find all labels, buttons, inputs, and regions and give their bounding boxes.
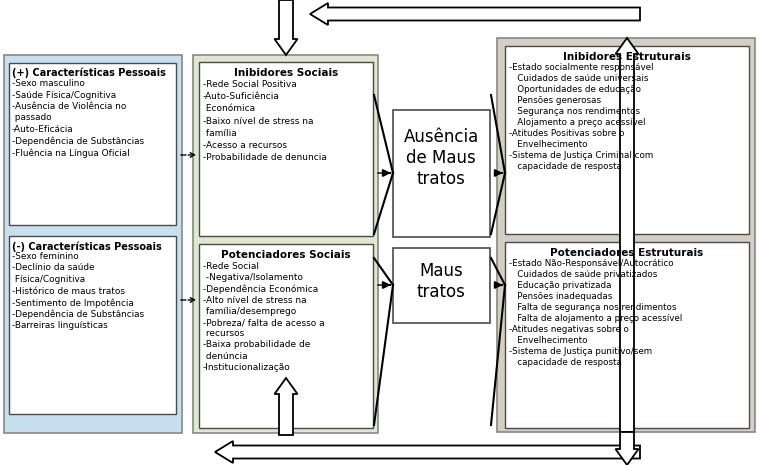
- Text: (-) Características Pessoais: (-) Características Pessoais: [12, 241, 162, 252]
- Text: -Sistema de Justiça punitivo/sem: -Sistema de Justiça punitivo/sem: [509, 347, 652, 356]
- Text: Pensões generosas: Pensões generosas: [509, 96, 601, 105]
- Text: -Sistema de Justiça Criminal com: -Sistema de Justiça Criminal com: [509, 151, 654, 160]
- Text: Envelhecimento: Envelhecimento: [509, 336, 587, 345]
- Text: (+) Características Pessoais: (+) Características Pessoais: [12, 68, 166, 79]
- Polygon shape: [616, 38, 638, 432]
- Bar: [193, 55, 378, 433]
- Bar: [199, 62, 373, 236]
- Text: capacidade de resposta: capacidade de resposta: [509, 162, 622, 171]
- Text: família/desemprego: família/desemprego: [203, 307, 296, 316]
- Text: capacidade de resposta: capacidade de resposta: [509, 358, 622, 367]
- Text: -Estado socialmente responsável: -Estado socialmente responsável: [509, 63, 654, 72]
- Text: -Baixo nível de stress na: -Baixo nível de stress na: [203, 117, 313, 126]
- Bar: [505, 46, 749, 234]
- Text: -Atitudes negativas sobre o: -Atitudes negativas sobre o: [509, 325, 629, 334]
- Bar: [505, 242, 749, 428]
- Text: -Estado Não-Responsável/Autocrático: -Estado Não-Responsável/Autocrático: [509, 259, 673, 268]
- Text: Ausência
de Maus
tratos: Ausência de Maus tratos: [404, 128, 479, 187]
- Bar: [9, 63, 176, 225]
- Text: Educação privatizada: Educação privatizada: [509, 281, 612, 290]
- Text: Económica: Económica: [203, 105, 255, 113]
- Text: -Institucionalização: -Institucionalização: [203, 363, 291, 372]
- Text: Oportunidades de educação: Oportunidades de educação: [509, 85, 641, 94]
- Text: família: família: [203, 129, 237, 138]
- Text: Potenciadores Estruturais: Potenciadores Estruturais: [550, 248, 704, 258]
- Text: recursos: recursos: [203, 329, 244, 338]
- Text: -Auto-Eficácia: -Auto-Eficácia: [12, 125, 74, 134]
- Text: Pensões inadequadas: Pensões inadequadas: [509, 292, 613, 301]
- Polygon shape: [215, 441, 640, 463]
- Text: -Ausência de Violência no: -Ausência de Violência no: [12, 102, 126, 111]
- Bar: [393, 110, 490, 237]
- Polygon shape: [274, 0, 297, 55]
- Text: Cuidados de saúde privatizados: Cuidados de saúde privatizados: [509, 270, 657, 279]
- Text: Física/Cognitiva: Física/Cognitiva: [12, 275, 85, 284]
- Bar: [199, 244, 373, 428]
- Text: -Pobreza/ falta de acesso a: -Pobreza/ falta de acesso a: [203, 318, 325, 327]
- Text: Maus
tratos: Maus tratos: [416, 262, 465, 301]
- Text: -Declínio da saúde: -Declínio da saúde: [12, 264, 94, 272]
- Text: -Alto nível de stress na: -Alto nível de stress na: [203, 296, 306, 305]
- Text: -Sentimento de Impotência: -Sentimento de Impotência: [12, 298, 134, 307]
- Text: -Barreiras linguísticas: -Barreiras linguísticas: [12, 321, 108, 330]
- Text: -Baixa probabilidade de: -Baixa probabilidade de: [203, 340, 310, 349]
- Text: Potenciadores Sociais: Potenciadores Sociais: [221, 250, 351, 260]
- Bar: [497, 38, 755, 432]
- Text: Alojamento a preço acessível: Alojamento a preço acessível: [509, 118, 645, 127]
- Text: -Dependência Económica: -Dependência Económica: [203, 285, 318, 294]
- Text: -Dependência de Substâncias: -Dependência de Substâncias: [12, 310, 144, 319]
- Text: -Histórico de maus tratos: -Histórico de maus tratos: [12, 286, 125, 295]
- Text: -Saúde Física/Cognitiva: -Saúde Física/Cognitiva: [12, 91, 116, 100]
- Text: Falta de segurança nos rendimentos: Falta de segurança nos rendimentos: [509, 303, 676, 312]
- Text: passado: passado: [12, 113, 52, 122]
- Text: -Dependência de Substâncias: -Dependência de Substâncias: [12, 137, 144, 146]
- Bar: [393, 248, 490, 323]
- Text: -Negativa/Isolamento: -Negativa/Isolamento: [203, 273, 303, 282]
- Text: -Sexo feminino: -Sexo feminino: [12, 252, 79, 261]
- Text: -Fluência na Língua Oficial: -Fluência na Língua Oficial: [12, 148, 130, 158]
- Text: Segurança nos rendimentos: Segurança nos rendimentos: [509, 107, 640, 116]
- Polygon shape: [310, 3, 640, 25]
- Text: Falta de alojamento a preço acessível: Falta de alojamento a preço acessível: [509, 314, 682, 323]
- Text: Cuidados de saúde universais: Cuidados de saúde universais: [509, 74, 648, 83]
- Text: -Sexo masculino: -Sexo masculino: [12, 79, 85, 88]
- Text: Inibidores Sociais: Inibidores Sociais: [234, 68, 338, 78]
- Text: -Auto-Suficiência: -Auto-Suficiência: [203, 92, 280, 101]
- Text: -Rede Social: -Rede Social: [203, 262, 259, 271]
- Text: -Acesso a recursos: -Acesso a recursos: [203, 141, 287, 150]
- Bar: [4, 55, 182, 433]
- Polygon shape: [616, 432, 638, 465]
- Text: -Rede Social Positiva: -Rede Social Positiva: [203, 80, 296, 89]
- Polygon shape: [274, 378, 297, 435]
- Text: -Probabilidade de denuncia: -Probabilidade de denuncia: [203, 153, 327, 162]
- Text: denúncia: denúncia: [203, 352, 248, 360]
- Text: Envelhecimento: Envelhecimento: [509, 140, 587, 149]
- Text: Inibidores Estruturais: Inibidores Estruturais: [563, 52, 691, 62]
- Text: -Atitudes Positivas sobre o: -Atitudes Positivas sobre o: [509, 129, 625, 138]
- Bar: [9, 236, 176, 414]
